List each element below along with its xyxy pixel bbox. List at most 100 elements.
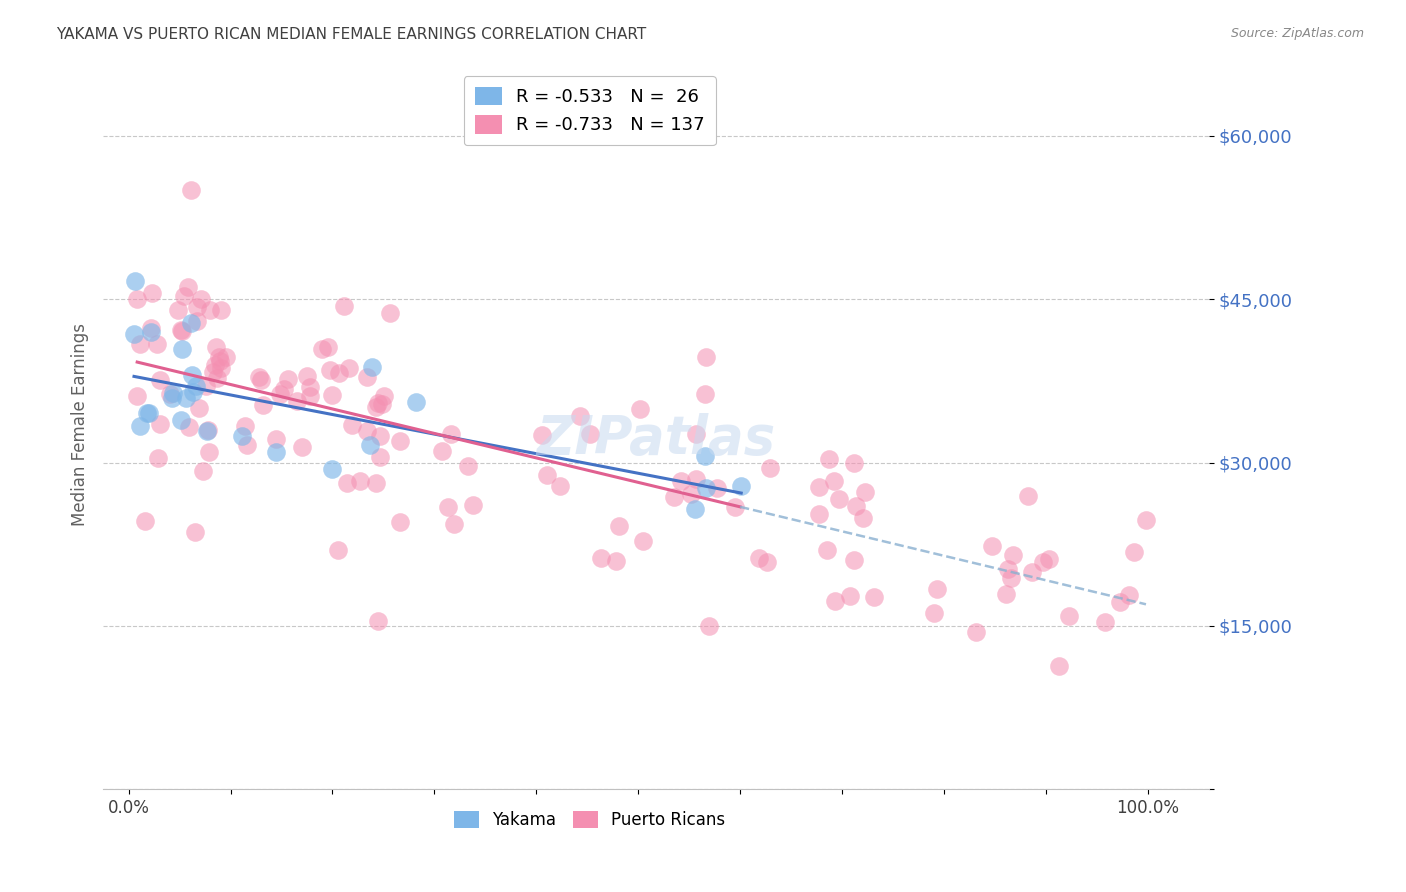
- Point: [204, 359, 226, 373]
- Point: [685, 472, 707, 486]
- Point: [839, 590, 862, 604]
- Point: [129, 336, 152, 351]
- Point: [817, 543, 839, 558]
- Point: [862, 590, 884, 604]
- Point: [170, 323, 193, 337]
- Point: [359, 438, 381, 452]
- Point: [823, 474, 845, 488]
- Point: [695, 481, 717, 495]
- Point: [671, 475, 693, 489]
- Point: [205, 340, 228, 354]
- Point: [195, 379, 218, 393]
- Point: [134, 514, 156, 528]
- Point: [208, 350, 231, 364]
- Point: [367, 396, 389, 410]
- Point: [828, 491, 851, 506]
- Point: [127, 389, 149, 403]
- Point: [291, 440, 314, 454]
- Point: [356, 370, 378, 384]
- Text: Source: ZipAtlas.com: Source: ZipAtlas.com: [1230, 27, 1364, 40]
- Point: [198, 303, 221, 318]
- Point: [1021, 565, 1043, 579]
- Point: [235, 438, 257, 452]
- Point: [730, 479, 752, 493]
- Point: [160, 391, 183, 405]
- Point: [548, 479, 571, 493]
- Point: [180, 183, 202, 197]
- Point: [321, 388, 343, 402]
- Point: [195, 424, 218, 438]
- Point: [1118, 588, 1140, 602]
- Point: [361, 359, 384, 374]
- Point: [146, 337, 169, 351]
- Point: [965, 625, 987, 640]
- Point: [264, 445, 287, 459]
- Point: [209, 360, 232, 375]
- Point: [405, 394, 427, 409]
- Point: [443, 517, 465, 532]
- Point: [461, 498, 484, 512]
- Point: [201, 365, 224, 379]
- Point: [181, 385, 204, 400]
- Point: [277, 371, 299, 385]
- Point: [1094, 615, 1116, 630]
- Point: [173, 288, 195, 302]
- Point: [356, 424, 378, 438]
- Point: [591, 550, 613, 565]
- Point: [249, 373, 271, 387]
- Point: [1000, 571, 1022, 585]
- Point: [430, 444, 453, 458]
- Point: [159, 386, 181, 401]
- Point: [1109, 594, 1132, 608]
- Y-axis label: Median Female Earnings: Median Female Earnings: [72, 323, 89, 526]
- Point: [605, 554, 627, 568]
- Point: [129, 418, 152, 433]
- Point: [927, 582, 949, 597]
- Point: [190, 292, 212, 306]
- Point: [1122, 545, 1144, 559]
- Point: [569, 409, 592, 423]
- Point: [328, 366, 350, 380]
- Point: [1038, 552, 1060, 566]
- Point: [924, 606, 946, 620]
- Point: [1001, 548, 1024, 562]
- Point: [807, 508, 830, 522]
- Point: [299, 380, 322, 394]
- Point: [177, 419, 200, 434]
- Point: [808, 480, 831, 494]
- Point: [373, 389, 395, 403]
- Point: [174, 391, 197, 405]
- Point: [853, 485, 876, 500]
- Point: [177, 279, 200, 293]
- Point: [664, 491, 686, 505]
- Point: [685, 427, 707, 442]
- Text: ZIPatlas: ZIPatlas: [537, 413, 776, 465]
- Point: [388, 515, 411, 529]
- Point: [197, 423, 219, 437]
- Point: [269, 387, 291, 401]
- Point: [298, 389, 321, 403]
- Point: [148, 451, 170, 466]
- Point: [679, 487, 702, 501]
- Point: [842, 456, 865, 470]
- Point: [141, 285, 163, 300]
- Point: [139, 325, 162, 339]
- Point: [321, 462, 343, 476]
- Point: [440, 427, 463, 442]
- Point: [247, 370, 270, 384]
- Point: [536, 467, 558, 482]
- Point: [197, 445, 219, 459]
- Point: [167, 302, 190, 317]
- Point: [758, 461, 780, 475]
- Point: [724, 500, 747, 515]
- Point: [231, 428, 253, 442]
- Point: [995, 587, 1018, 601]
- Point: [139, 321, 162, 335]
- Point: [209, 303, 232, 318]
- Point: [697, 619, 720, 633]
- Point: [127, 292, 149, 306]
- Point: [180, 316, 202, 330]
- Point: [233, 418, 256, 433]
- Point: [756, 555, 779, 569]
- Point: [186, 314, 208, 328]
